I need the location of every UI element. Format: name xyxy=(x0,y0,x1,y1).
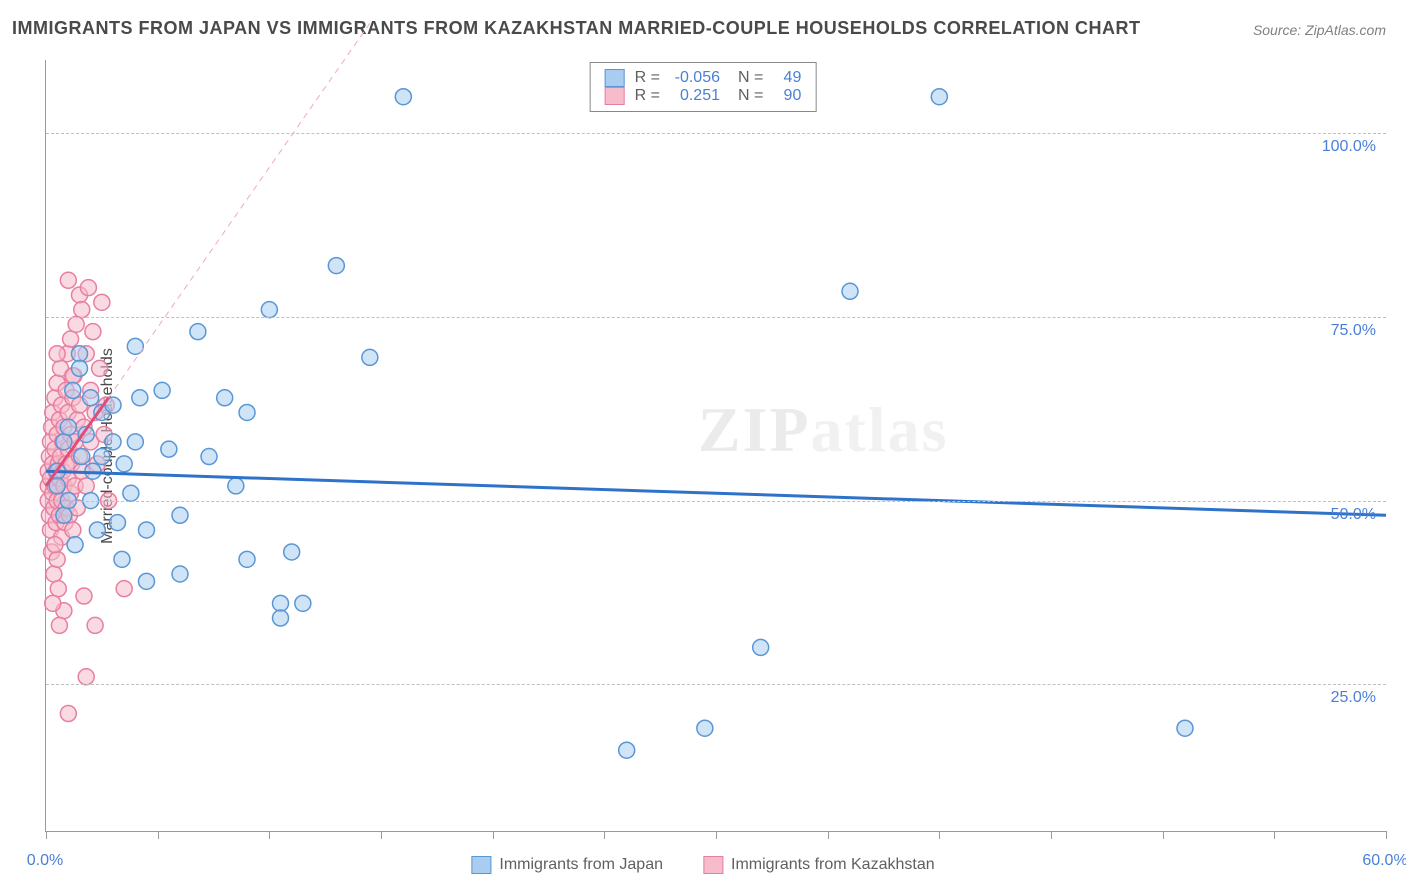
gridline-horizontal xyxy=(46,133,1386,134)
x-tick xyxy=(828,831,829,839)
r-value-2: 0.251 xyxy=(670,87,720,105)
x-tick xyxy=(269,831,270,839)
y-tick-label: 50.0% xyxy=(1331,506,1376,524)
legend-correlation-box: R = -0.056 N = 49 R = 0.251 N = 90 xyxy=(590,62,817,112)
x-tick xyxy=(46,831,47,839)
x-tick xyxy=(1274,831,1275,839)
gridline-horizontal xyxy=(46,317,1386,318)
y-tick-label: 25.0% xyxy=(1331,689,1376,707)
r-value-1: -0.056 xyxy=(670,69,720,87)
n-label-1: N = xyxy=(738,69,763,87)
plot-svg xyxy=(46,60,1386,831)
legend-swatch-1 xyxy=(605,69,625,87)
source-label: Source: ZipAtlas.com xyxy=(1253,22,1386,38)
x-tick-label-max: 60.0% xyxy=(1362,852,1406,870)
y-tick-label: 75.0% xyxy=(1331,322,1376,340)
gridline-horizontal xyxy=(46,684,1386,685)
x-tick xyxy=(1051,831,1052,839)
x-tick xyxy=(381,831,382,839)
chart-container: IMMIGRANTS FROM JAPAN VS IMMIGRANTS FROM… xyxy=(0,0,1406,892)
legend-series: Immigrants from Japan Immigrants from Ka… xyxy=(471,856,934,874)
chart-title: IMMIGRANTS FROM JAPAN VS IMMIGRANTS FROM… xyxy=(12,18,1140,39)
y-tick-label: 100.0% xyxy=(1322,138,1376,156)
plot-area: ZIPatlas 25.0%50.0%75.0%100.0% xyxy=(45,60,1386,832)
x-tick xyxy=(604,831,605,839)
legend-swatch-2 xyxy=(605,87,625,105)
r-label-1: R = xyxy=(635,69,660,87)
x-tick xyxy=(716,831,717,839)
n-value-1: 49 xyxy=(773,69,801,87)
x-tick xyxy=(493,831,494,839)
x-tick xyxy=(158,831,159,839)
legend-swatch-kazakhstan xyxy=(703,856,723,874)
x-tick xyxy=(939,831,940,839)
legend-label-kazakhstan: Immigrants from Kazakhstan xyxy=(731,856,935,874)
r-label-2: R = xyxy=(635,87,660,105)
legend-swatch-japan xyxy=(471,856,491,874)
legend-item-japan: Immigrants from Japan xyxy=(471,856,663,874)
n-value-2: 90 xyxy=(773,87,801,105)
legend-row-series-2: R = 0.251 N = 90 xyxy=(605,87,802,105)
x-tick xyxy=(1386,831,1387,839)
legend-label-japan: Immigrants from Japan xyxy=(499,856,663,874)
x-tick-label-min: 0.0% xyxy=(27,852,63,870)
legend-row-series-1: R = -0.056 N = 49 xyxy=(605,69,802,87)
legend-item-kazakhstan: Immigrants from Kazakhstan xyxy=(703,856,935,874)
n-label-2: N = xyxy=(738,87,763,105)
x-tick xyxy=(1163,831,1164,839)
gridline-horizontal xyxy=(46,501,1386,502)
